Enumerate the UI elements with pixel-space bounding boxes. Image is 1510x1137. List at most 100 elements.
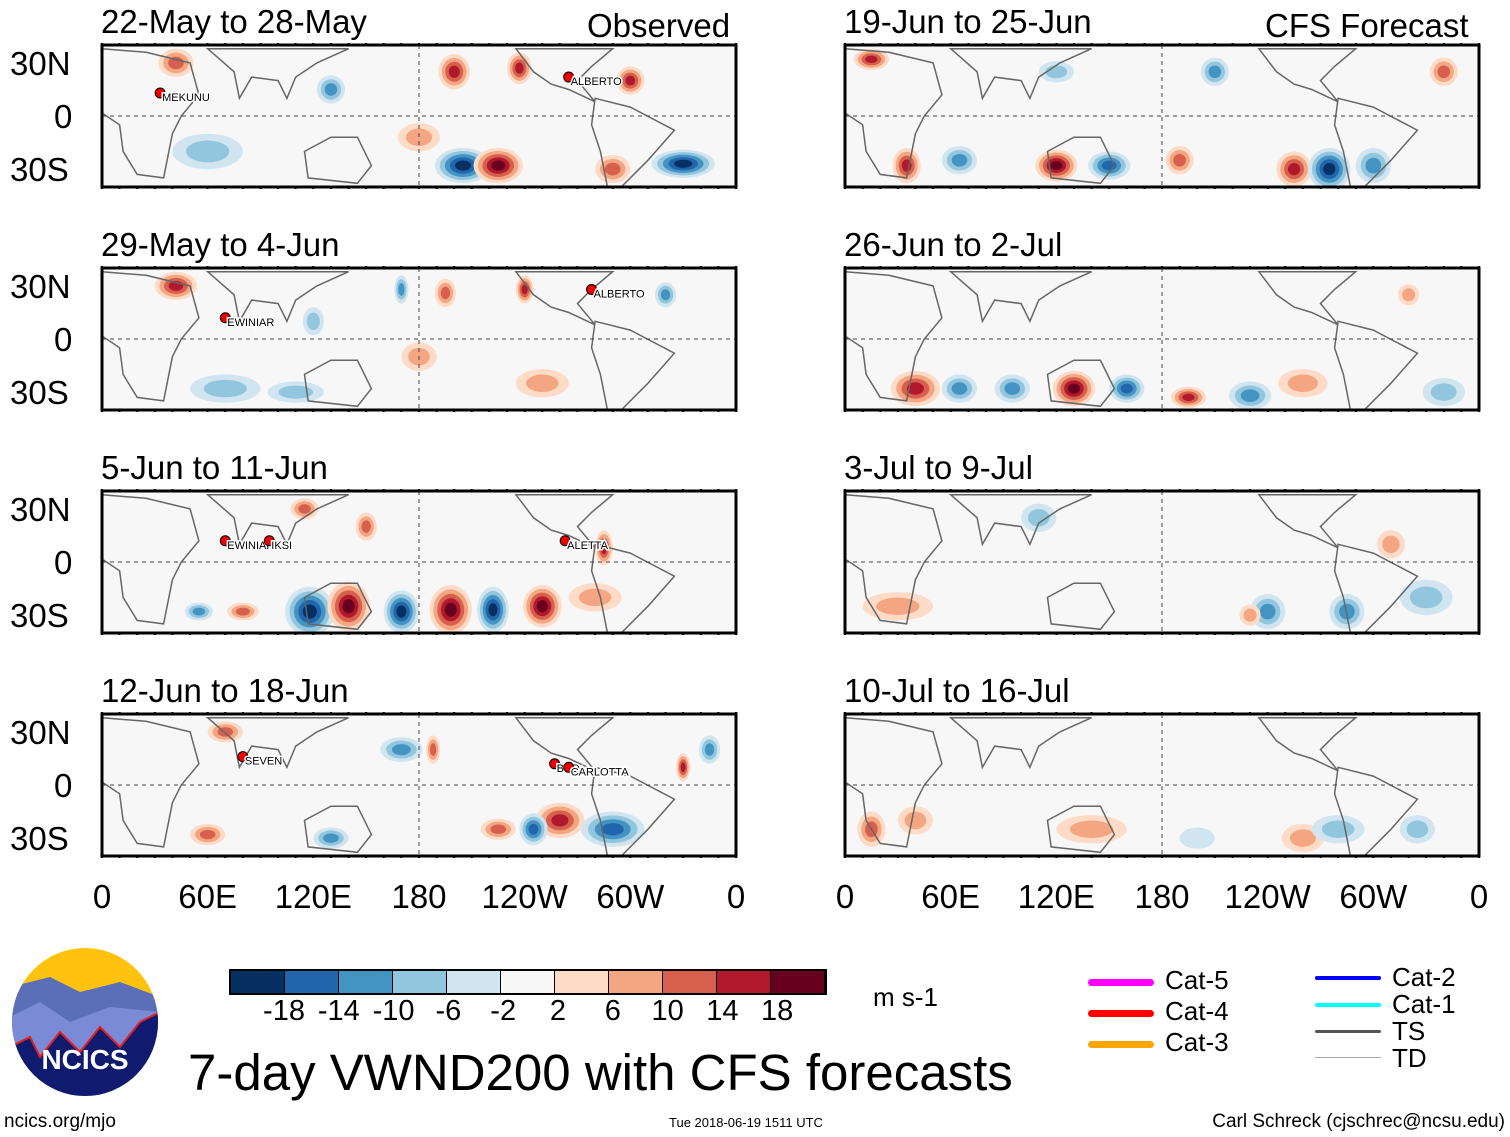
lat-label: 0 — [54, 544, 73, 581]
coastline — [303, 582, 373, 631]
anomaly-contour — [1365, 157, 1382, 174]
storm-marker — [237, 751, 249, 763]
lon-label: 0 — [92, 878, 112, 915]
lat-label: 30S — [10, 374, 69, 411]
coastline — [205, 270, 349, 324]
storm-label: SEVEN — [245, 756, 282, 768]
lon-label: 120E — [274, 878, 352, 915]
coastline — [514, 716, 615, 772]
anomaly-contour — [1409, 586, 1443, 609]
coastline — [303, 359, 373, 408]
coastline — [948, 270, 1092, 324]
anomaly-contour — [444, 602, 457, 617]
anomaly-contour — [1287, 162, 1301, 176]
storm-marker — [154, 87, 166, 99]
coastline — [102, 270, 200, 402]
colorbar-tick-label: 10 — [651, 995, 684, 1027]
anomaly-contour — [660, 289, 671, 301]
anomaly-map-panel — [843, 489, 1481, 635]
lon-label: 0 — [1469, 878, 1489, 915]
anomaly-contour — [1208, 65, 1222, 79]
units-label: m s-1 — [873, 982, 938, 1012]
lon-label: 180 — [1134, 878, 1190, 915]
coastline — [514, 493, 615, 549]
colorbar-swatch — [771, 971, 825, 993]
storm-label: ALETTA — [567, 540, 608, 552]
colorbar-tick-label: 2 — [549, 995, 567, 1027]
storm-marker — [263, 535, 275, 547]
storm-marker — [549, 758, 561, 770]
storm-label: MEKUNU — [162, 92, 210, 104]
lon-label: 180 — [391, 878, 447, 915]
storm-label: ALBERTO — [594, 288, 645, 300]
anomaly-contour — [904, 811, 927, 830]
lat-label: 30N — [10, 268, 71, 305]
author-credit: Carl Schreck (cjschrec@ncsu.edu) — [1212, 1111, 1505, 1132]
storm-label: CARLOTTA — [571, 766, 630, 778]
coastline — [1046, 136, 1116, 185]
footer-link[interactable]: ncics.org/mjo — [4, 1111, 116, 1132]
panel-title: 29-May to 4-Jun — [101, 226, 340, 263]
anomaly-contour — [521, 284, 528, 295]
legend-line-cat-4 — [1088, 1010, 1154, 1017]
coastline — [845, 716, 943, 848]
anomaly-contour — [1321, 820, 1355, 838]
colorbar-swatch — [663, 971, 717, 993]
panel-title: 22-May to 28-May — [101, 3, 367, 40]
anomaly-contour — [601, 823, 624, 836]
panel-title: 19-Jun to 25-Jun — [844, 3, 1092, 40]
anomaly-contour — [1027, 509, 1050, 527]
lat-label: 0 — [54, 98, 73, 135]
legend-line-cat-3 — [1088, 1041, 1154, 1048]
anomaly-contour — [396, 605, 407, 618]
anomaly-contour — [704, 743, 715, 756]
anomaly-contour — [454, 160, 472, 171]
ncics-logo: NCICS — [12, 948, 158, 1096]
anomaly-contour — [604, 162, 621, 176]
colorbar-swatch — [447, 971, 501, 993]
panel-title: 3-Jul to 9-Jul — [844, 449, 1033, 486]
anomaly-contour — [1120, 383, 1133, 394]
lat-label: 30S — [10, 820, 69, 857]
legend-line-cat-1 — [1315, 1003, 1381, 1007]
anomaly-contour — [429, 743, 437, 756]
lat-label: 30N — [10, 491, 71, 528]
coastline — [948, 493, 1092, 547]
colorbar-swatch — [501, 971, 555, 993]
anomaly-contour — [203, 379, 247, 398]
coastline — [845, 47, 943, 179]
coastline — [205, 47, 349, 101]
anomaly-contour — [342, 599, 355, 614]
lon-label: 120E — [1017, 878, 1095, 915]
observed-label: Observed — [587, 7, 731, 44]
colorbar-swatch — [231, 971, 285, 993]
anomaly-contour — [515, 62, 524, 74]
legend-label: TD — [1392, 1043, 1427, 1073]
colorbar-swatch — [393, 971, 447, 993]
legend-label: Cat-3 — [1165, 1027, 1229, 1057]
anomaly-contour — [1402, 288, 1416, 302]
storm-label: EWINIAR — [227, 540, 274, 552]
anomaly-contour — [1243, 608, 1257, 622]
anomaly-contour — [1240, 389, 1260, 402]
coastline — [1046, 805, 1116, 854]
lat-label: 30N — [10, 714, 71, 751]
timestamp: Tue 2018-06-19 1511 UTC — [669, 1115, 823, 1130]
anomaly-contour — [448, 65, 460, 78]
anomaly-contour — [1406, 820, 1429, 838]
anomaly-contour — [405, 128, 433, 146]
anomaly-map-panel: SEVENBUDCARLOTTA — [100, 712, 738, 858]
anomaly-contour — [906, 382, 925, 395]
coastline — [1257, 716, 1358, 772]
panel-title: 12-Jun to 18-Jun — [101, 672, 349, 709]
colorbar-swatch — [285, 971, 339, 993]
anomaly-contour — [491, 160, 506, 171]
colorbar-swatch — [717, 971, 771, 993]
lat-label: 30S — [10, 151, 69, 188]
lon-label: 60W — [1339, 878, 1408, 915]
anomaly-contour — [1045, 65, 1068, 79]
coastline — [102, 493, 200, 625]
anomaly-contour — [1050, 161, 1063, 171]
lat-label: 30S — [10, 597, 69, 634]
anomaly-contour — [625, 75, 636, 86]
